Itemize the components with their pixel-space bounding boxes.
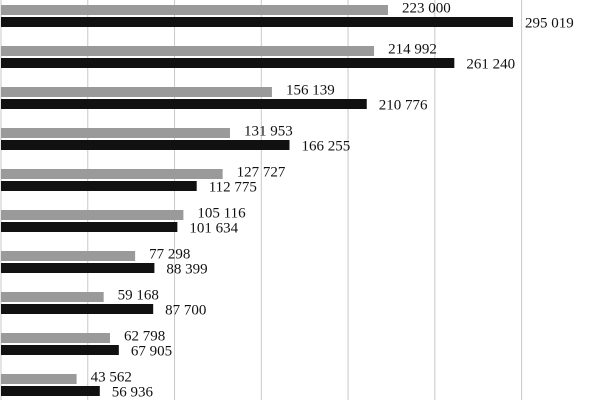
bar (1, 140, 290, 150)
value-label: 156 139 (286, 82, 335, 98)
value-label: 56 936 (112, 384, 154, 400)
value-label: 43 562 (91, 369, 132, 385)
bar (1, 58, 455, 68)
value-label: 62 798 (124, 328, 165, 344)
bar (1, 128, 230, 138)
value-label: 59 168 (118, 287, 159, 303)
value-label: 131 953 (244, 123, 293, 139)
bar (1, 46, 375, 56)
bar (1, 5, 388, 15)
value-label: 105 116 (197, 205, 246, 221)
value-label: 88 399 (166, 261, 207, 277)
bar (1, 17, 513, 27)
bar (1, 251, 136, 261)
value-label: 261 240 (466, 56, 515, 72)
value-label: 67 905 (131, 343, 172, 359)
bar (1, 99, 367, 109)
value-label: 166 255 (302, 138, 351, 154)
value-label: 214 992 (388, 41, 437, 57)
bar (1, 374, 77, 384)
value-label: 87 700 (165, 302, 206, 318)
bar (1, 333, 110, 343)
value-label: 223 000 (402, 0, 451, 16)
value-label: 127 727 (237, 164, 286, 180)
value-label: 295 019 (525, 15, 574, 31)
bar (1, 222, 178, 232)
value-label: 210 776 (379, 97, 428, 113)
bar (1, 292, 104, 302)
value-label: 101 634 (189, 220, 238, 236)
bar (1, 87, 272, 97)
bar (1, 386, 100, 396)
value-label: 112 775 (209, 179, 257, 195)
bar (1, 210, 184, 220)
bar (1, 263, 155, 273)
value-label: 77 298 (149, 246, 190, 262)
bar (1, 345, 119, 355)
bar (1, 304, 154, 314)
bar (1, 169, 223, 179)
bar (1, 181, 197, 191)
